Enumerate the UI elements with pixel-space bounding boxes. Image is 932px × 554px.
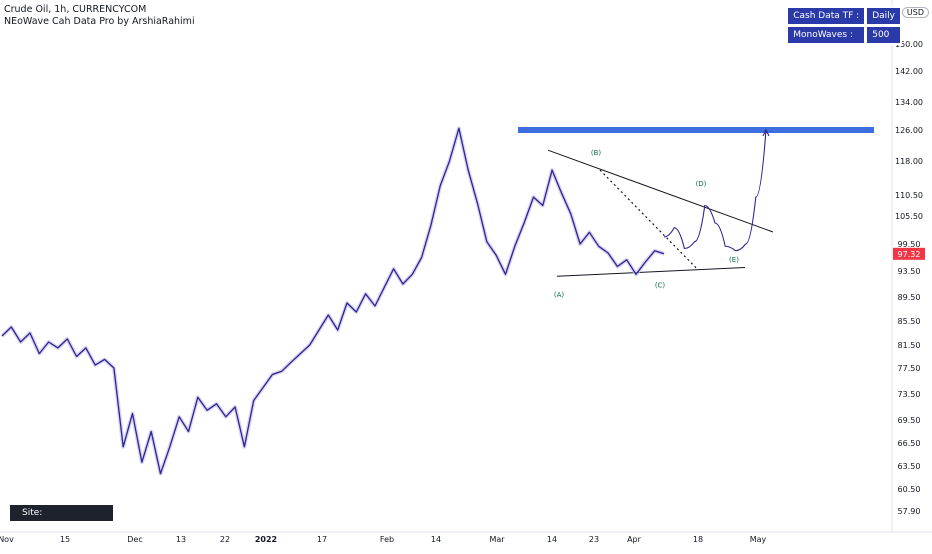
price-tick-label: 134.00 xyxy=(895,98,923,107)
info-label-mono: MonoWaves : xyxy=(787,26,866,44)
price-tick-label: 77.50 xyxy=(898,364,921,373)
price-tick-label: 93.50 xyxy=(898,267,921,276)
wave-label: (E) xyxy=(729,256,739,264)
lower-trendline xyxy=(556,267,746,277)
price-tick-label: 63.50 xyxy=(898,462,921,471)
info-value-tf: Daily xyxy=(866,7,901,25)
time-tick-label: May xyxy=(750,535,767,544)
price-tick-label: 57.90 xyxy=(898,507,921,516)
price-series xyxy=(0,126,665,476)
price-line xyxy=(1,127,665,475)
time-tick-label: 14 xyxy=(547,535,557,544)
info-label-tf: Cash Data TF : xyxy=(787,7,866,25)
info-value-mono: 500 xyxy=(866,26,901,44)
time-tick-label: 2022 xyxy=(255,535,277,544)
time-tick-label: 15 xyxy=(60,535,70,544)
price-tick-label: 126.00 xyxy=(895,126,923,135)
price-tick-label: 89.50 xyxy=(898,293,921,302)
resistance-zone xyxy=(518,127,874,133)
info-table: Cash Data TF : Daily MonoWaves : 500 xyxy=(786,6,902,45)
price-tick-label: 81.50 xyxy=(898,341,921,350)
price-tick-label: 73.50 xyxy=(898,390,921,399)
price-tick-label: 142.00 xyxy=(895,67,923,76)
price-tick-label: 99.50 xyxy=(898,240,921,249)
time-tick-label: Feb xyxy=(380,535,394,544)
time-axis: Nov 15 Dec 13 22 2022 17 Feb 14 Mar 14 23 Apr 18 May xyxy=(0,535,767,544)
time-tick-label: 18 xyxy=(693,535,703,544)
price-tick-label: 66.50 xyxy=(898,439,921,448)
wave-labels: (A) (B) (C) (D) (E) xyxy=(554,149,739,299)
price-tick-label: 60.50 xyxy=(898,485,921,494)
price-tick-label: 69.50 xyxy=(898,416,921,425)
time-tick-label: Apr xyxy=(627,535,642,544)
upper-trendline xyxy=(547,149,774,233)
last-price-label: 97.32 xyxy=(898,250,921,259)
time-tick-label: Mar xyxy=(489,535,505,544)
price-tick-label: 150.00 xyxy=(895,40,923,49)
wave-label: (D) xyxy=(696,180,707,188)
wave-label: (C) xyxy=(655,281,666,289)
info-row-mono: MonoWaves : 500 xyxy=(787,26,901,44)
grid xyxy=(0,0,932,533)
time-tick-label: 22 xyxy=(220,535,230,544)
last-price-marker xyxy=(893,247,925,260)
wave-label: (A) xyxy=(554,291,565,299)
resistance-bar xyxy=(518,127,874,133)
projection-line xyxy=(663,129,767,252)
price-axis: 150.00 142.00 134.00 126.00 118.00 110.50 105.… xyxy=(893,40,925,516)
projection-path xyxy=(663,128,770,252)
symbol-title[interactable]: Crude Oil, 1h, CURRENCYCOM xyxy=(4,4,147,15)
time-tick-label: 17 xyxy=(317,535,327,544)
currency-badge[interactable]: USD xyxy=(901,7,929,18)
projection-arrowhead xyxy=(762,128,770,137)
price-shadow-line xyxy=(0,126,665,476)
time-tick-label: Dec xyxy=(127,535,142,544)
site-label: Site: iranneowave.com xyxy=(10,505,113,534)
info-row-tf: Cash Data TF : Daily xyxy=(787,7,901,25)
time-tick-label: Nov xyxy=(0,535,14,544)
price-tick-label: 105.50 xyxy=(895,212,923,221)
time-tick-label: 14 xyxy=(431,535,441,544)
price-tick-label: 118.00 xyxy=(895,157,923,166)
wave-label: (B) xyxy=(591,149,602,157)
price-tick-label: 110.50 xyxy=(895,191,923,200)
trendlines xyxy=(547,149,774,277)
dotted-trendline xyxy=(599,169,698,270)
price-tick-label: 85.50 xyxy=(898,317,921,326)
time-tick-label: 13 xyxy=(176,535,186,544)
indicator-title[interactable]: NEoWave Cah Data Pro by ArshiaRahimi xyxy=(4,16,195,27)
time-tick-label: 23 xyxy=(589,535,599,544)
